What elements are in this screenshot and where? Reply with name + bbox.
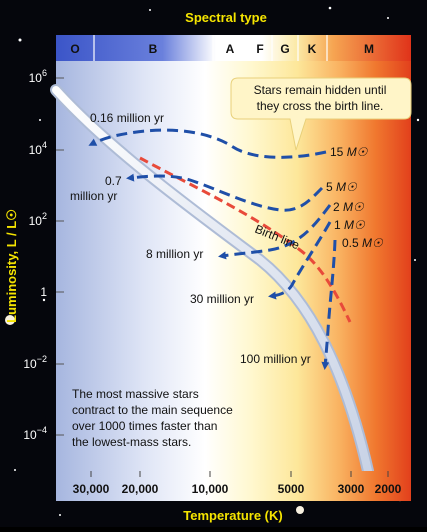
time-label-0-7-myr-line-1: 0.7 (105, 174, 122, 188)
track-mass-label: 1 M☉ (334, 218, 366, 232)
time-label-0-16-myr: 0.16 million yr (90, 111, 164, 125)
spectral-type-dividers (93, 35, 328, 61)
x-tick-label: 3000 (338, 482, 365, 496)
track-mass-label: 0.5 M☉ (342, 236, 384, 250)
callout-line-1: Stars remain hidden until (254, 83, 387, 97)
time-label-100-myr: 100 million yr (240, 352, 311, 366)
callout-line-2: they cross the birth line. (257, 99, 384, 113)
track-mass-label: 2 M☉ (333, 200, 365, 214)
note-line-4: the lowest-mass stars. (72, 435, 191, 449)
note-line-1: The most massive stars (72, 387, 199, 401)
spectral-type-o: O (70, 42, 79, 56)
track-15-msun (88, 128, 327, 159)
birth-line (139, 156, 352, 323)
note-line-2: contract to the main sequence (72, 403, 233, 417)
spectral-type-bar (56, 35, 411, 61)
spectral-type-k: K (308, 42, 317, 56)
x-tick-label: 20,000 (122, 482, 159, 496)
track-1-msun (268, 221, 332, 300)
y-axis-title: Luminosity, L / L☉ (4, 209, 19, 323)
x-tick-label: 2000 (375, 482, 402, 496)
x-tick-label: 30,000 (73, 482, 110, 496)
track-2-msun (218, 204, 332, 260)
track-mass-label: 5 M☉ (326, 180, 358, 194)
spectral-type-f: F (256, 42, 263, 56)
x-tick-label: 10,000 (192, 482, 229, 496)
time-label-30-myr: 30 million yr (190, 292, 254, 306)
y-tick-label: 1 (40, 285, 47, 299)
spectral-type-a: A (226, 42, 235, 56)
note-line-3: over 1000 times faster than (72, 419, 217, 433)
spectral-type-g: G (280, 42, 289, 56)
temperature-tick-bar (56, 471, 411, 501)
track-05-msun (321, 239, 337, 370)
callout-bubble (230, 77, 412, 151)
track-5-msun (126, 173, 324, 212)
main-sequence-band (52, 86, 372, 475)
spectral-type-m: M (364, 42, 374, 56)
time-label-8-myr: 8 million yr (146, 247, 203, 261)
evolutionary-tracks (88, 128, 337, 370)
chart-title: Spectral type (185, 10, 267, 25)
time-label-0-7-myr-line-2: million yr (70, 189, 117, 203)
x-axis-title: Temperature (K) (183, 508, 282, 523)
spectral-type-b: B (149, 42, 158, 56)
track-mass-label: 15 M☉ (330, 145, 369, 159)
x-tick-label: 5000 (278, 482, 305, 496)
